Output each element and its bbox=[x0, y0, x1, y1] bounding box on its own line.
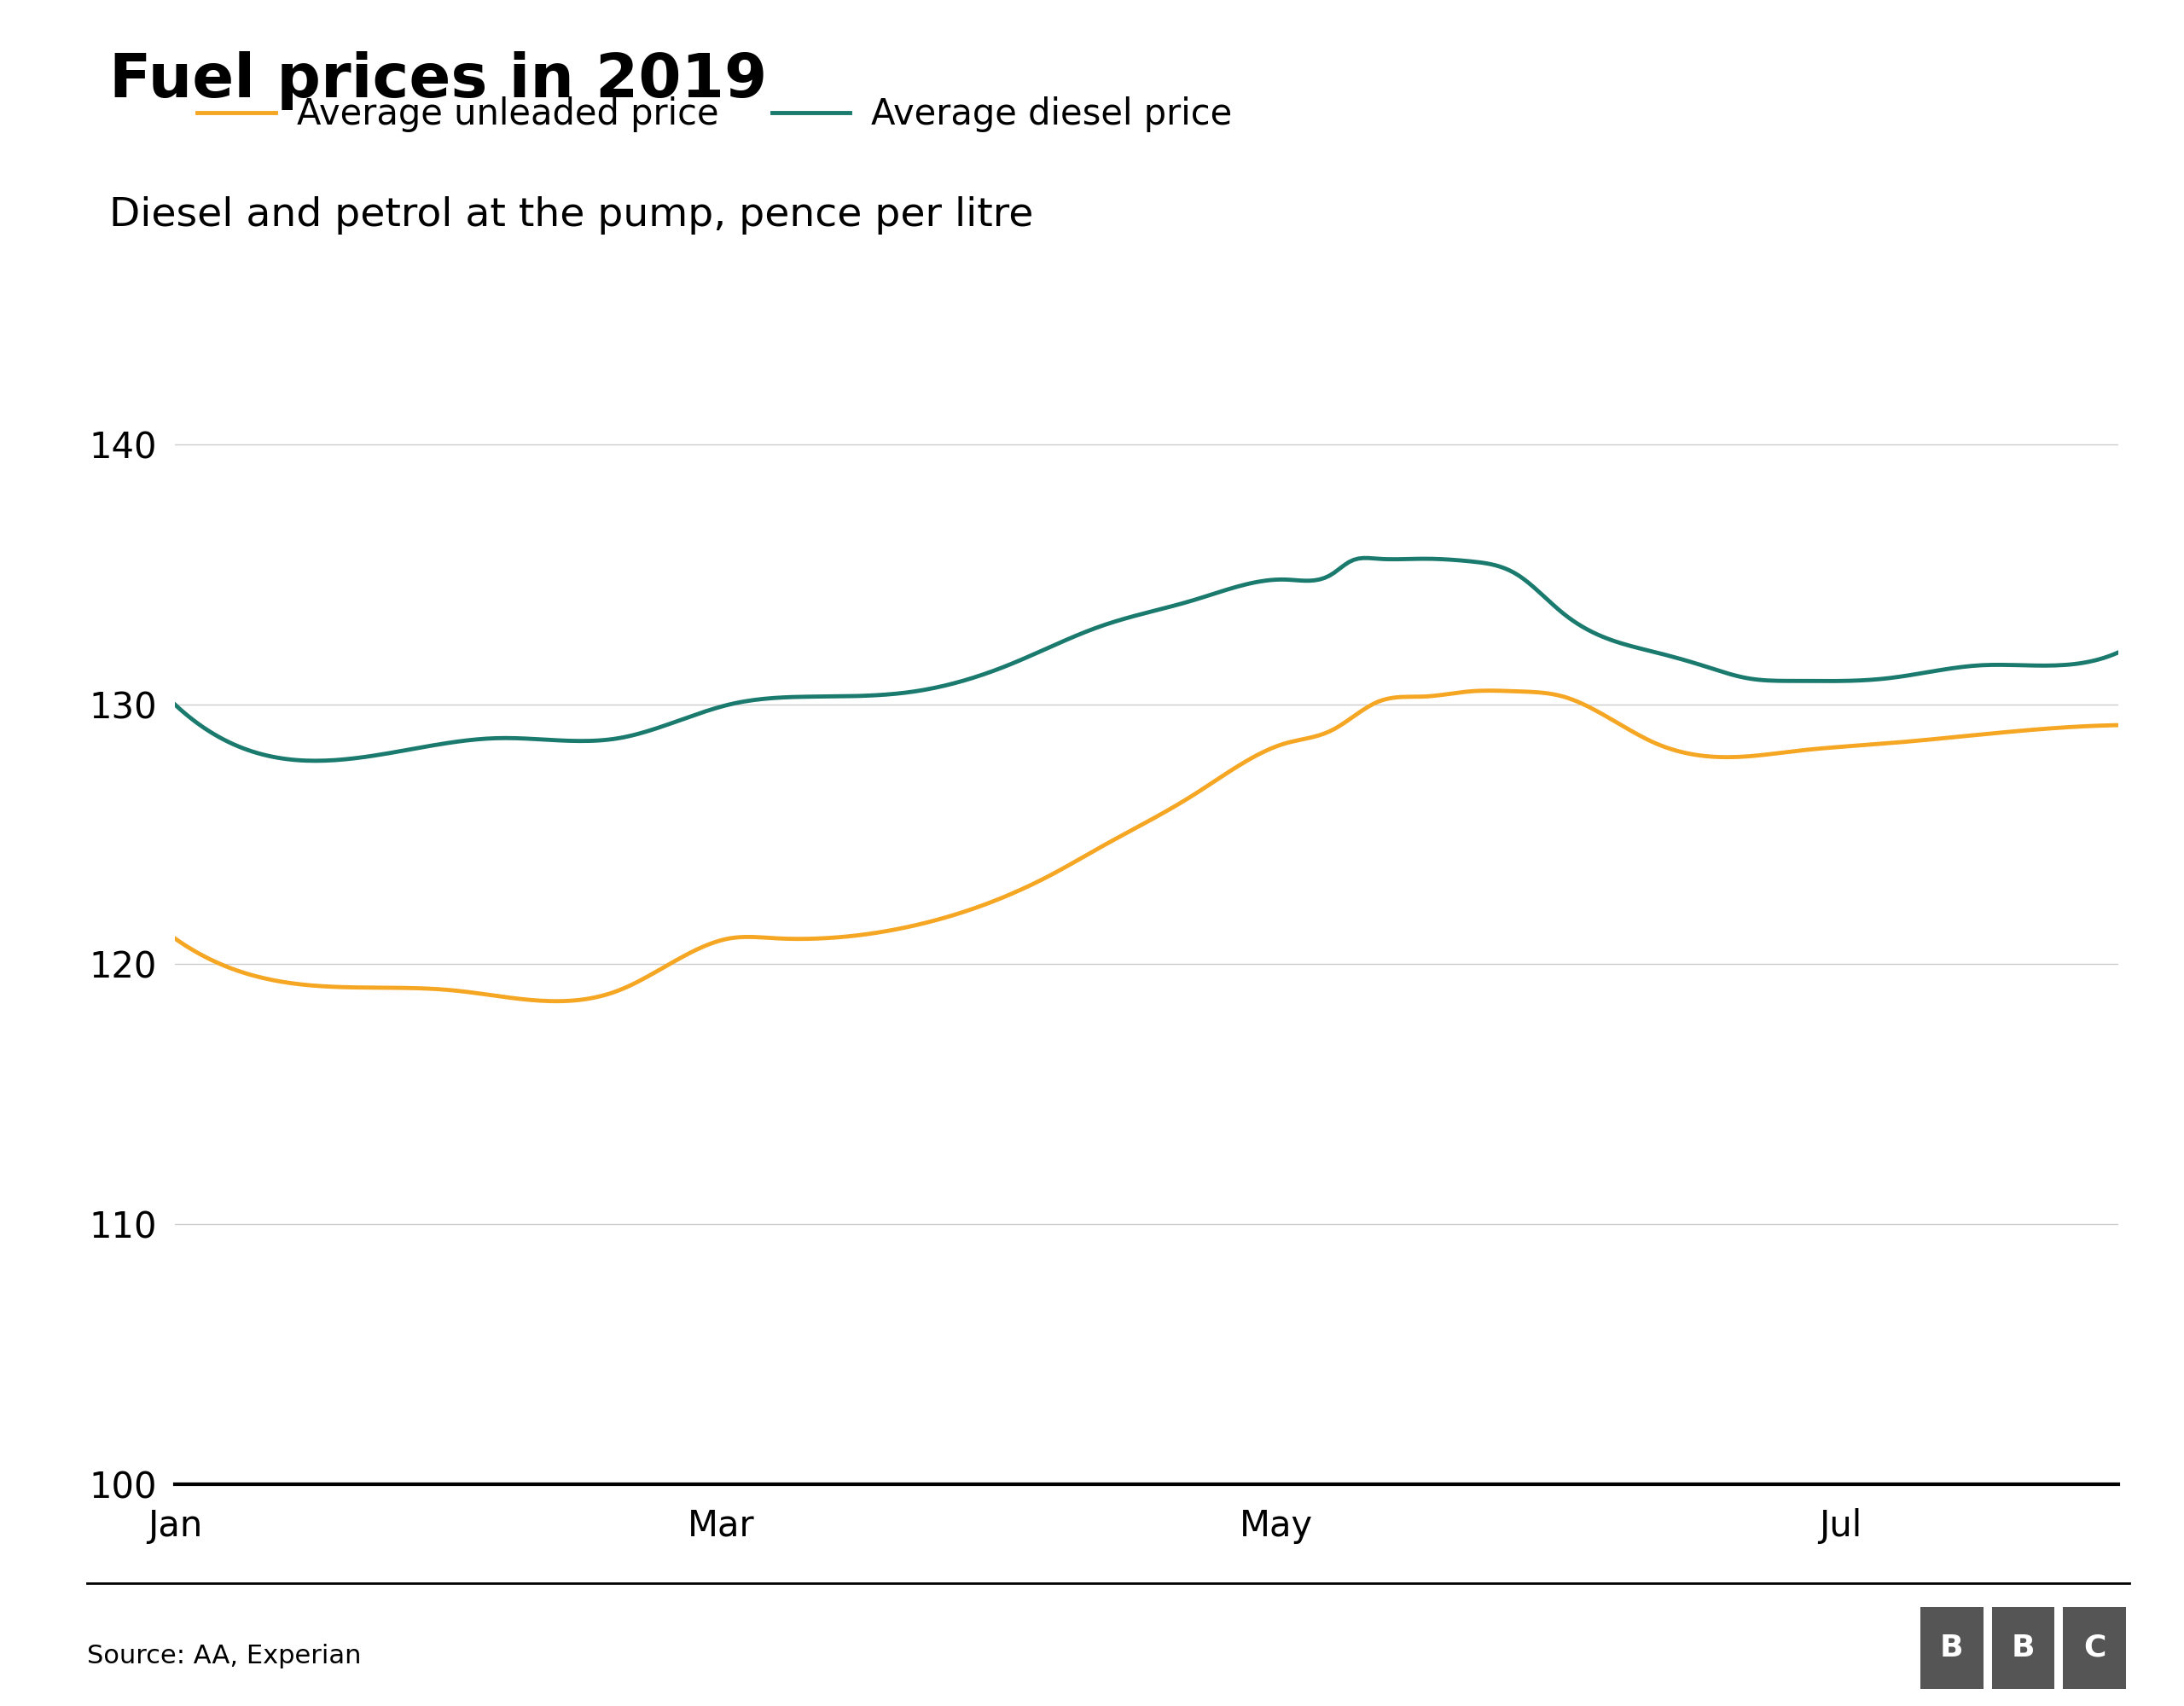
Bar bbox=[1992, 1607, 2055, 1689]
Text: Diesel and petrol at the pump, pence per litre: Diesel and petrol at the pump, pence per… bbox=[109, 196, 1033, 234]
Bar bbox=[1920, 1607, 1983, 1689]
Text: Fuel prices in 2019: Fuel prices in 2019 bbox=[109, 51, 767, 109]
Text: B: B bbox=[1939, 1634, 1963, 1662]
Text: B: B bbox=[2011, 1634, 2035, 1662]
Text: Source: AA, Experian: Source: AA, Experian bbox=[87, 1645, 363, 1668]
Legend: Average unleaded price, Average diesel price: Average unleaded price, Average diesel p… bbox=[183, 82, 1247, 147]
Bar bbox=[2064, 1607, 2125, 1689]
Text: C: C bbox=[2084, 1634, 2105, 1662]
